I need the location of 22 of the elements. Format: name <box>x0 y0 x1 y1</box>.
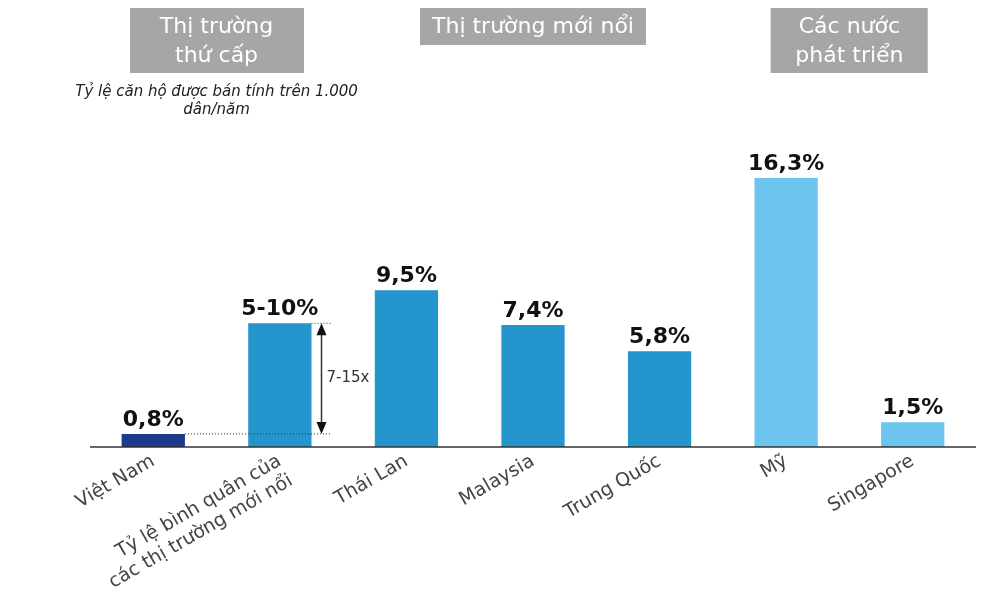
annotation: 5-10% <box>241 295 319 321</box>
data-label: 0,8% <box>122 405 184 431</box>
annotation: 7-15x <box>326 368 370 387</box>
data-label: 9,5% <box>375 262 437 288</box>
text: Thị trường mới nổi <box>420 8 646 45</box>
bar <box>121 433 185 448</box>
data-label: 16,3% <box>747 149 825 175</box>
x-tick-label: Việt Nam <box>71 448 158 512</box>
data-label: 1,5% <box>882 394 944 420</box>
bar <box>374 290 439 448</box>
text: Thị trường thứ cấp <box>129 8 304 74</box>
text: Các nước phát triển <box>771 8 928 74</box>
x-tick-label: Mỹ <box>755 448 791 482</box>
data-label: 5,8% <box>629 323 691 349</box>
x-tick-label: Thái Lan <box>329 448 411 509</box>
bar <box>627 351 692 448</box>
chart-subtitle: Tỷ lệ căn hộ được bán tính trên 1.000 dân/năm <box>74 82 359 118</box>
bar <box>248 323 312 448</box>
data-label: 7,4% <box>502 296 564 322</box>
bar <box>754 178 818 448</box>
bar <box>501 324 565 448</box>
bar <box>881 422 945 448</box>
